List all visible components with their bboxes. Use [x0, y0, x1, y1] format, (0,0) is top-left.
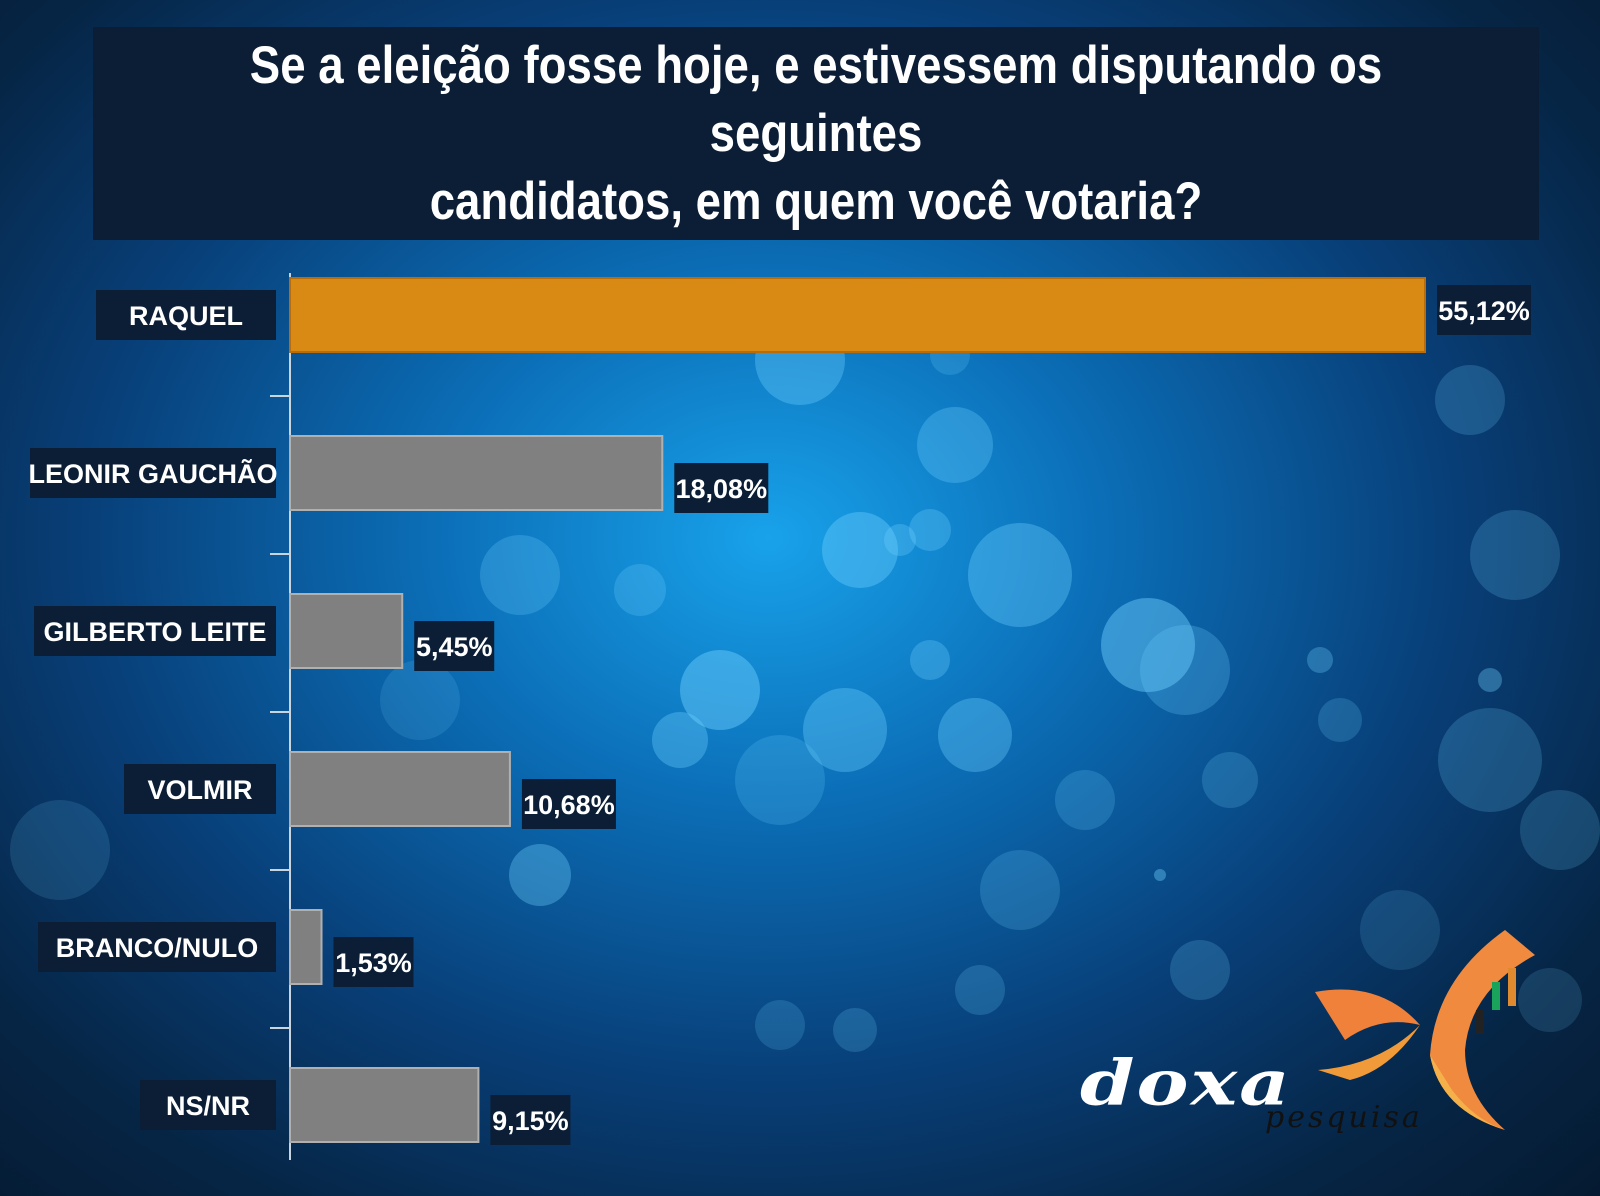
chart-title: Se a eleição fosse hoje, e estivessem di…: [249, 35, 1383, 231]
category-label-box: [124, 764, 276, 814]
value-label: 5,45%: [416, 632, 493, 662]
category-label: LEONIR GAUCHÃO: [29, 458, 278, 489]
value-label-box: [414, 621, 495, 671]
value-label-box: [521, 779, 616, 829]
bar: [289, 1067, 480, 1143]
value-label: 55,12%: [1438, 296, 1530, 326]
category-label: NS/NR: [166, 1091, 250, 1121]
bar: [289, 909, 323, 985]
category-label: BRANCO/NULO: [56, 933, 259, 963]
category-label-box: [140, 1080, 276, 1130]
category-label-box: [30, 448, 276, 498]
logo-wordmark: doxa: [1080, 1047, 1292, 1120]
value-label: 1,53%: [335, 948, 412, 978]
value-label: 9,15%: [492, 1106, 569, 1136]
value-label-box: [674, 463, 769, 513]
value-label-box: [490, 1095, 571, 1145]
category-label-box: [38, 922, 276, 972]
doxa-logo: doxa pesquisa: [1080, 920, 1550, 1160]
bar: [289, 751, 511, 827]
bar: [289, 435, 664, 511]
logo-mark-icon: [1315, 930, 1535, 1130]
category-label: RAQUEL: [129, 301, 243, 331]
bar: [289, 593, 404, 669]
value-label-box: [1437, 285, 1531, 335]
category-label: VOLMIR: [148, 775, 253, 805]
value-label: 10,68%: [523, 790, 615, 820]
category-label: GILBERTO LEITE: [43, 617, 266, 647]
category-label-box: [96, 290, 276, 340]
logo-subtitle: pesquisa: [1265, 1100, 1423, 1135]
value-label: 18,08%: [676, 474, 768, 504]
bar: [289, 277, 1426, 353]
value-label-box: [333, 937, 414, 987]
category-label-box: [34, 606, 276, 656]
title-box: Se a eleição fosse hoje, e estivessem di…: [93, 27, 1539, 240]
